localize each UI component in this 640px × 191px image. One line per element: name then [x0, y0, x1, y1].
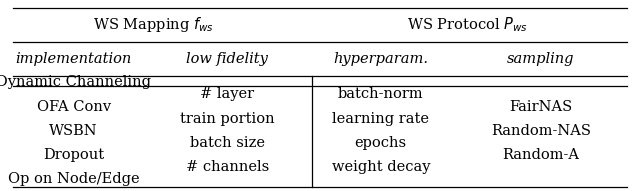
Text: # layer: # layer: [200, 87, 254, 101]
Text: low fidelity: low fidelity: [186, 52, 268, 66]
Text: Op on Node/Edge: Op on Node/Edge: [8, 172, 140, 186]
Text: train portion: train portion: [180, 112, 275, 126]
Text: FairNAS: FairNAS: [509, 100, 572, 114]
Text: sampling: sampling: [507, 52, 575, 66]
Text: Random-A: Random-A: [502, 148, 579, 162]
Text: # channels: # channels: [186, 160, 269, 174]
Text: OFA Conv: OFA Conv: [36, 100, 111, 114]
Text: WSBN: WSBN: [49, 124, 98, 138]
Text: hyperparam.: hyperparam.: [333, 52, 428, 66]
Text: batch size: batch size: [189, 136, 265, 150]
Text: weight decay: weight decay: [332, 160, 430, 174]
Text: implementation: implementation: [15, 52, 132, 66]
Text: WS Protocol $P_{ws}$: WS Protocol $P_{ws}$: [407, 15, 527, 34]
Text: batch-norm: batch-norm: [338, 87, 424, 101]
Text: learning rate: learning rate: [332, 112, 429, 126]
Text: WS Mapping $f_{ws}$: WS Mapping $f_{ws}$: [93, 15, 214, 34]
Text: Random-NAS: Random-NAS: [491, 124, 591, 138]
Text: epochs: epochs: [355, 136, 407, 150]
Text: Dropout: Dropout: [43, 148, 104, 162]
Text: Dynamic Channeling: Dynamic Channeling: [0, 75, 151, 89]
